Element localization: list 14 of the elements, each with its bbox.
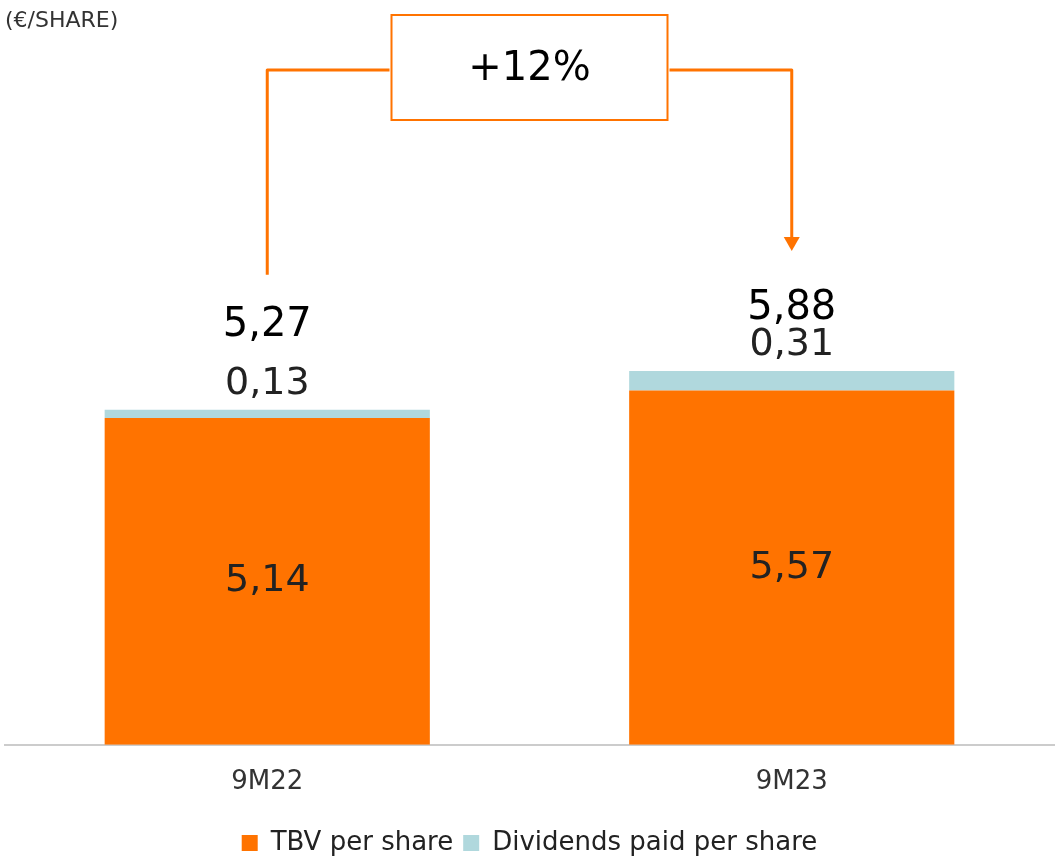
data-label: 5,14 — [224, 556, 310, 601]
data-label: 0,13 — [224, 358, 310, 403]
bar — [629, 370, 955, 391]
x-tick-label: 9M22 — [231, 765, 304, 796]
data-label: 5,57 — [749, 542, 835, 587]
text: +12% — [468, 43, 591, 90]
x-tick-label: 9M23 — [755, 765, 828, 796]
bar — [629, 390, 955, 745]
legend-label: TBV per share — [269, 825, 454, 856]
bar — [104, 417, 430, 745]
legend-label: Dividends paid per share — [492, 825, 818, 856]
total-label: 5,27 — [222, 299, 312, 346]
chart-subtitle: (€/SHARE) — [5, 6, 119, 32]
bar — [104, 409, 430, 418]
